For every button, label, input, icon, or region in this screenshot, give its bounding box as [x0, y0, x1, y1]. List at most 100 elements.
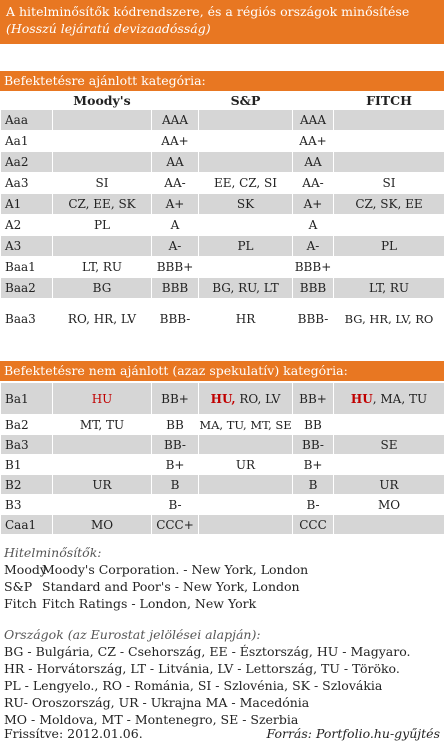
table-row: A3 A- PL A- PL [0, 235, 444, 257]
fitch-rating: AA+ [292, 130, 334, 152]
table-row: Ba3 BB- BB- SE [0, 434, 444, 455]
sp-countries [198, 109, 293, 131]
sp-rating: BBB- [151, 298, 199, 339]
sp-rating: BB [151, 414, 199, 435]
list-item: Fitch Fitch Ratings - London, New York [4, 595, 444, 612]
fitch-countries: CZ, SK, EE [333, 193, 444, 215]
fitch-countries [333, 454, 444, 475]
moodys-countries: CZ, EE, SK [52, 193, 152, 215]
list-item: PL - Lengyelo., RO - Románia, SI - Szlov… [4, 678, 383, 693]
table-row: Ba2 MT, TU BB MA, TU, MT, SE BB [0, 414, 444, 435]
moodys-rating: B1 [0, 454, 53, 475]
fitch-countries [333, 514, 444, 535]
moodys-countries [52, 151, 152, 173]
investment-header: Befektetésre ajánlott kategória: [0, 71, 444, 91]
moodys-countries: UR [52, 474, 152, 495]
fitch-countries: UR [333, 474, 444, 495]
moodys-countries [52, 130, 152, 152]
table-row: B2 UR B B UR [0, 474, 444, 495]
fitch-rating: AAA [292, 109, 334, 131]
raters-header: Hitelminősítők: [4, 545, 102, 560]
sp-countries [198, 494, 293, 515]
moodys-countries: RO, HR, LV [52, 298, 152, 339]
rater-abbr: Fitch [4, 596, 37, 611]
footer: Frissítve: 2012.01.06. Forrás: Portfolio… [4, 726, 440, 744]
sp-countries: SK [198, 193, 293, 215]
sp-rating: B [151, 474, 199, 495]
sp-countries [198, 514, 293, 535]
fitch-rating: CCC [292, 514, 334, 535]
table-row: A2 PL A A [0, 214, 444, 236]
fitch-rating: BBB [292, 277, 334, 299]
sp-countries: HR [198, 298, 293, 339]
moodys-rating: Aaa [0, 109, 53, 131]
fitch-rating: B+ [292, 454, 334, 475]
fitch-rating: AA- [292, 172, 334, 194]
title-bar: A hitelminősítők kódrendszere, és a régi… [0, 0, 444, 44]
table-row: B3 B- B- MO [0, 494, 444, 515]
speculative-table: Ba1 HU BB+ HU, RO, LV BB+ HU, MA, TU Ba2… [0, 382, 444, 535]
fitch-rating: B [292, 474, 334, 495]
moodys-countries: BG [52, 277, 152, 299]
fitch-rating: BBB+ [292, 256, 334, 278]
fitch-rating: BBB- [292, 298, 334, 339]
sp-countries [198, 151, 293, 173]
table-row: Aa2 AA AA [0, 151, 444, 173]
sp-rating: CCC+ [151, 514, 199, 535]
moodys-countries [52, 109, 152, 131]
table-row: Aa1 AA+ AA+ [0, 130, 444, 152]
table-row: Caa1 MO CCC+ CCC [0, 514, 444, 535]
list-item: Moody Moody's Corporation. - New York, Lo… [4, 561, 444, 578]
moodys-rating: Caa1 [0, 514, 53, 535]
fitch-countries [333, 256, 444, 278]
page-subtitle: (Hosszú lejáratú devizaadósság) [6, 21, 211, 36]
list-item: HR - Horvátország, LT - Litvánia, LV - L… [4, 661, 400, 676]
sp-countries [198, 474, 293, 495]
list-item: MO - Moldova, MT - Montenegro, SE - Szer… [4, 712, 299, 727]
sp-rating: BBB [151, 277, 199, 299]
fitch-rating: A- [292, 235, 334, 257]
moodys-countries [52, 235, 152, 257]
sp-rating: A- [151, 235, 199, 257]
source-credit: Forrás: Portfolio.hu-gyűjtés [266, 726, 440, 741]
moodys-countries: PL [52, 214, 152, 236]
sp-rating: BB+ [151, 382, 199, 415]
moodys-rating: Ba1 [0, 382, 53, 415]
countries-header: Országok (az Eurostat jelölései alapján)… [4, 627, 261, 642]
table-row: Ba1 HU BB+ HU, RO, LV BB+ HU, MA, TU [0, 382, 444, 415]
col-sp: S&P [198, 91, 293, 110]
moodys-countries [52, 454, 152, 475]
fitch-rating: A+ [292, 193, 334, 215]
fitch-rating: BB [292, 414, 334, 435]
moodys-countries: MT, TU [52, 414, 152, 435]
sp-rating: A+ [151, 193, 199, 215]
update-date: Frissítve: 2012.01.06. [4, 726, 143, 741]
fitch-rating: B- [292, 494, 334, 515]
sp-countries [198, 130, 293, 152]
fitch-countries [333, 109, 444, 131]
investment-table: Moody's S&P FITCH Aaa AAA AAA Aa1 AA+ AA+ Aa2 A… [0, 91, 444, 339]
sp-rating: BB- [151, 434, 199, 455]
table-row: Baa2 BG BBB BG, RU, LT BBB LT, RU [0, 277, 444, 299]
sp-countries [198, 256, 293, 278]
moodys-rating: A2 [0, 214, 53, 236]
sp-rating: BBB+ [151, 256, 199, 278]
moodys-countries [52, 494, 152, 515]
table-row: Baa3 RO, HR, LV BBB- HR BBB- BG, HR, LV, RO [0, 298, 444, 339]
moodys-countries [52, 434, 152, 455]
fitch-countries [333, 214, 444, 236]
moodys-rating: Baa1 [0, 256, 53, 278]
list-item: S&P Standard and Poor's - New York, Londo… [4, 578, 444, 595]
sp-countries: MA, TU, MT, SE [198, 414, 293, 435]
sp-countries [198, 214, 293, 236]
moodys-rating: Baa3 [0, 298, 53, 339]
moodys-rating: B2 [0, 474, 53, 495]
fitch-countries: SI [333, 172, 444, 194]
sp-rating: AA [151, 151, 199, 173]
moodys-rating: Aa3 [0, 172, 53, 194]
moodys-rating: Ba3 [0, 434, 53, 455]
moodys-rating: Aa1 [0, 130, 53, 152]
rater-name: Moody's Corporation. - New York, London [42, 562, 309, 577]
rater-name: Standard and Poor's - New York, London [42, 579, 300, 594]
moodys-rating: Baa2 [0, 277, 53, 299]
